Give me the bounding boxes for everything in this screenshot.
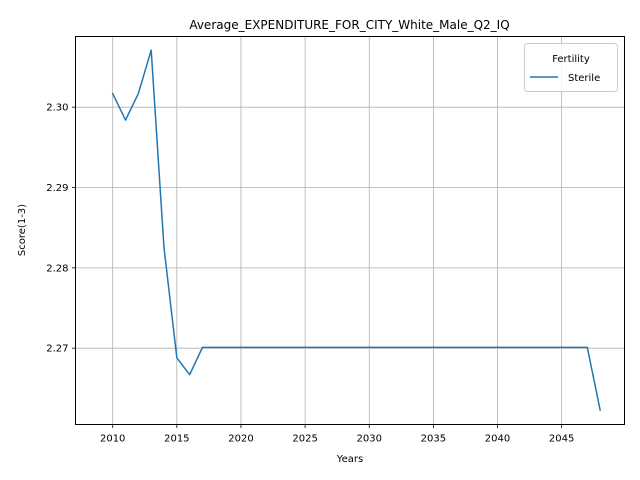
x-tick-label: 2040 bbox=[485, 434, 510, 445]
legend-box bbox=[524, 43, 618, 92]
legend-label-sterile: Sterile bbox=[568, 73, 600, 84]
x-axis-ticks: 2010 2015 2020 2025 2030 2035 2040 2045 bbox=[100, 424, 574, 445]
legend: Fertility Sterile bbox=[524, 43, 618, 92]
x-tick-label: 2045 bbox=[549, 434, 574, 445]
chart-title: Average_EXPENDITURE_FOR_CITY_White_Male_… bbox=[189, 18, 509, 32]
x-tick-label: 2030 bbox=[357, 434, 382, 445]
y-tick-label: 2.30 bbox=[46, 103, 68, 114]
y-tick-label: 2.28 bbox=[46, 263, 68, 274]
x-tick-label: 2015 bbox=[164, 434, 189, 445]
y-axis-ticks: 2.27 2.28 2.29 2.30 bbox=[46, 103, 76, 355]
y-tick-label: 2.29 bbox=[46, 183, 68, 194]
y-tick-label: 2.27 bbox=[46, 344, 68, 355]
series-line-sterile bbox=[111, 49, 602, 411]
x-tick-label: 2035 bbox=[421, 434, 446, 445]
x-tick-label: 2025 bbox=[292, 434, 317, 445]
x-tick-label: 2010 bbox=[100, 434, 125, 445]
x-axis-label: Years bbox=[336, 454, 363, 465]
plot-area-frame bbox=[75, 36, 625, 425]
y-axis-label: Score(1-3) bbox=[17, 204, 28, 256]
grid bbox=[75, 36, 625, 425]
x-tick-label: 2020 bbox=[228, 434, 253, 445]
legend-title: Fertility bbox=[552, 54, 590, 65]
series-layer bbox=[111, 49, 602, 411]
